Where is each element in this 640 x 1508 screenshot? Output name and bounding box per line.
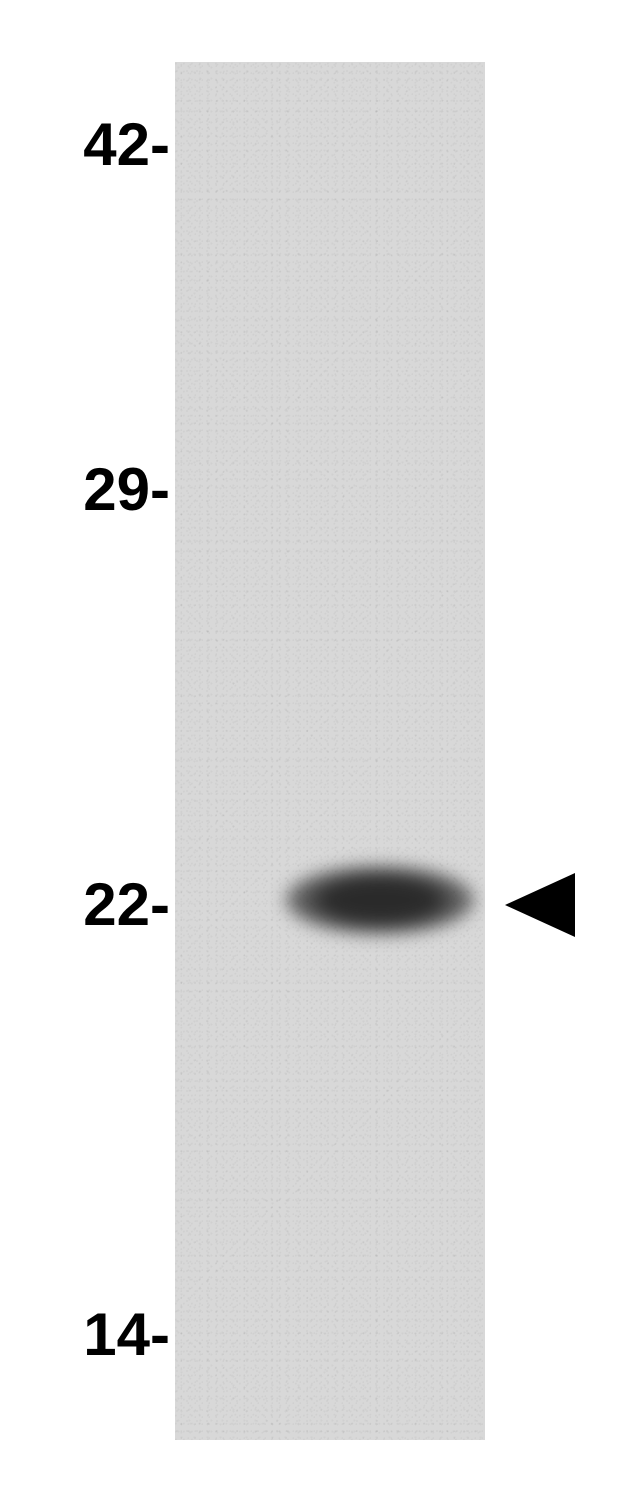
blot-lane [175,62,485,1440]
western-blot-figure: 42- 29- 22- 14- [0,0,640,1508]
band-arrow-indicator [500,865,580,945]
marker-value: 22- [83,871,170,938]
lane-noise-texture [175,62,485,1440]
mw-marker-29: 29- [83,455,170,524]
marker-value: 42- [83,111,170,178]
mw-marker-14: 14- [83,1300,170,1369]
mw-marker-42: 42- [83,110,170,179]
mw-marker-22: 22- [83,870,170,939]
protein-band [285,865,475,935]
marker-value: 14- [83,1301,170,1368]
marker-value: 29- [83,456,170,523]
